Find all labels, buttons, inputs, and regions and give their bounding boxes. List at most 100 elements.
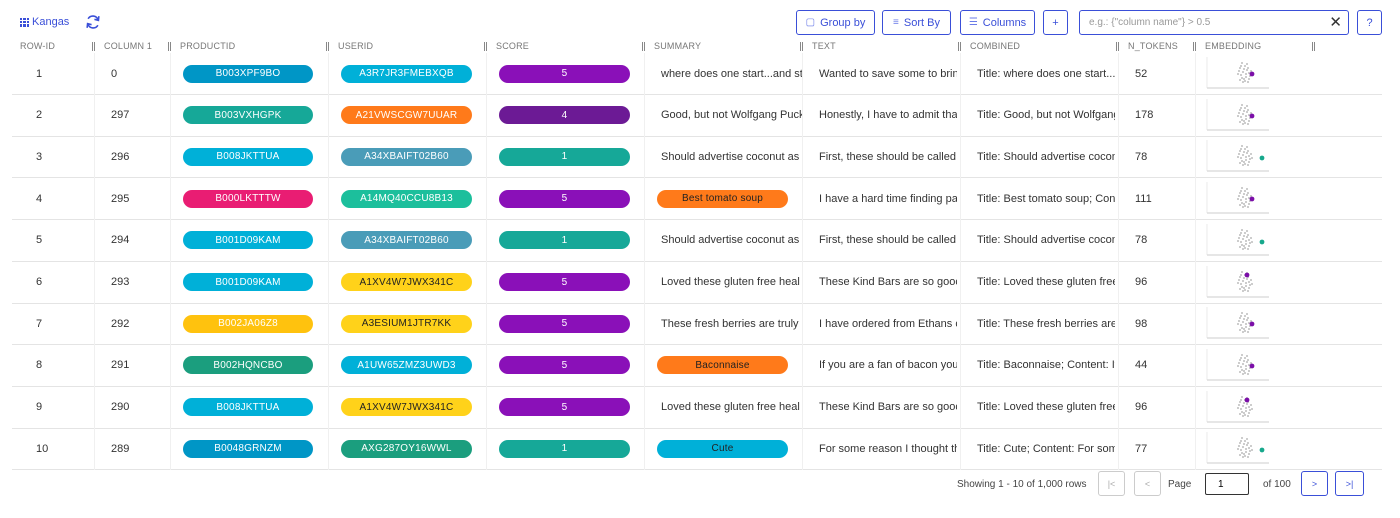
cell-embedding[interactable] (1205, 95, 1271, 136)
table-row[interactable]: 4 295 B000LKTTTW A14MQ40CCU8B13 5 Best tomato… (12, 178, 1382, 221)
cell-n-tokens[interactable]: 96 (1135, 262, 1190, 303)
cell-text[interactable]: Honestly, I have to admit tha (819, 95, 957, 136)
cell-column-1[interactable]: 0 (111, 53, 161, 94)
cell-productid[interactable]: B008JKTTUA (183, 387, 323, 428)
cell-combined[interactable]: Title: Should advertise cocon (977, 220, 1115, 261)
cell-n-tokens[interactable]: 44 (1135, 345, 1190, 386)
sort-by-button[interactable]: ≡ Sort By (882, 10, 951, 35)
header-column-1[interactable]: COLUMN 1 (104, 41, 153, 51)
header-row-id[interactable]: ROW-ID (20, 41, 56, 51)
header-n-tokens[interactable]: N_TOKENS (1128, 41, 1178, 51)
cell-n-tokens[interactable]: 78 (1135, 136, 1190, 177)
cell-row-id[interactable]: 5 (36, 220, 86, 261)
header-text[interactable]: TEXT (812, 41, 836, 51)
cell-userid[interactable]: A21VWSCGW7UUAR (341, 95, 481, 136)
cell-summary[interactable]: These fresh berries are truly (661, 303, 803, 344)
cell-text[interactable]: For some reason I thought th (819, 428, 957, 469)
cell-combined[interactable]: Title: These fresh berries are (977, 303, 1115, 344)
cell-score[interactable]: 5 (499, 53, 639, 94)
cell-combined[interactable]: Title: Best tomato soup; Con (977, 178, 1115, 219)
group-by-button[interactable]: ▢ Group by (796, 10, 875, 35)
header-score[interactable]: SCORE (496, 41, 530, 51)
column-resize-handle[interactable] (800, 42, 803, 51)
cell-row-id[interactable]: 7 (36, 303, 86, 344)
cell-productid[interactable]: B001D09KAM (183, 262, 323, 303)
page-input[interactable] (1205, 473, 1249, 495)
cell-embedding[interactable] (1205, 220, 1271, 261)
cell-embedding[interactable] (1205, 136, 1271, 177)
table-row[interactable]: 8 291 B002HQNCBO A1UW65ZMZ3UWD3 5 Baconnaise I… (12, 345, 1382, 387)
table-row[interactable]: 9 290 B008JKTTUA A1XV4W7JWX341C 5 Loved these… (12, 387, 1382, 429)
table-row[interactable]: 7 292 B002JA06Z8 A3ESIUM1JTR7KK 5 These fresh… (12, 303, 1382, 346)
cell-row-id[interactable]: 1 (36, 53, 86, 94)
cell-summary[interactable]: Should advertise coconut as (661, 136, 803, 177)
cell-score[interactable]: 5 (499, 262, 639, 303)
cell-column-1[interactable]: 292 (111, 303, 161, 344)
table-row[interactable]: 3 296 B008JKTTUA A34XBAIFT02B60 1 Should adve… (12, 136, 1382, 179)
column-resize-handle[interactable] (484, 42, 487, 51)
cell-text[interactable]: First, these should be called (819, 220, 957, 261)
cell-text[interactable]: If you are a fan of bacon you (819, 345, 957, 386)
cell-row-id[interactable]: 10 (36, 428, 86, 469)
header-productid[interactable]: PRODUCTID (180, 41, 236, 51)
header-summary[interactable]: SUMMARY (654, 41, 702, 51)
table-row[interactable]: 10 289 B0048GRNZM AXG287OY16WWL 1 Cute For som… (12, 428, 1382, 471)
cell-score[interactable]: 5 (499, 303, 639, 344)
column-resize-handle[interactable] (168, 42, 171, 51)
cell-score[interactable]: 1 (499, 220, 639, 261)
header-embedding[interactable]: EMBEDDING (1205, 41, 1262, 51)
column-resize-handle[interactable] (1312, 42, 1315, 51)
table-row[interactable]: 5 294 B001D09KAM A34XBAIFT02B60 1 Should adve… (12, 220, 1382, 262)
cell-score[interactable]: 1 (499, 136, 639, 177)
cell-embedding[interactable] (1205, 387, 1271, 428)
cell-userid[interactable]: A3ESIUM1JTR7KK (341, 303, 481, 344)
filter-input[interactable] (1080, 11, 1320, 34)
cell-column-1[interactable]: 295 (111, 178, 161, 219)
cell-score[interactable]: 5 (499, 178, 639, 219)
close-icon[interactable]: ✕ (1329, 14, 1342, 31)
columns-button[interactable]: ☰ Columns (960, 10, 1035, 35)
cell-userid[interactable]: A1XV4W7JWX341C (341, 262, 481, 303)
cell-userid[interactable]: AXG287OY16WWL (341, 428, 481, 469)
cell-combined[interactable]: Title: where does one start...a (977, 53, 1115, 94)
cell-text[interactable]: These Kind Bars are so gooc (819, 262, 957, 303)
add-button[interactable]: + (1043, 10, 1068, 35)
cell-productid[interactable]: B002JA06Z8 (183, 303, 323, 344)
cell-n-tokens[interactable]: 96 (1135, 387, 1190, 428)
cell-row-id[interactable]: 6 (36, 262, 86, 303)
cell-userid[interactable]: A1UW65ZMZ3UWD3 (341, 345, 481, 386)
cell-productid[interactable]: B000LKTTTW (183, 178, 323, 219)
cell-productid[interactable]: B001D09KAM (183, 220, 323, 261)
cell-combined[interactable]: Title: Good, but not Wolfgang (977, 95, 1115, 136)
cell-summary[interactable]: Good, but not Wolfgang Puck (661, 95, 803, 136)
cell-userid[interactable]: A1XV4W7JWX341C (341, 387, 481, 428)
cell-column-1[interactable]: 293 (111, 262, 161, 303)
cell-score[interactable]: 5 (499, 345, 639, 386)
prev-page-button[interactable]: < (1134, 471, 1161, 496)
table-row[interactable]: 1 0 B003XPF9BO A3R7JR3FMEBXQB 5 where does on… (12, 53, 1382, 95)
refresh-icon[interactable] (84, 13, 102, 31)
cell-summary[interactable]: Baconnaise (657, 345, 799, 386)
cell-column-1[interactable]: 294 (111, 220, 161, 261)
cell-column-1[interactable]: 296 (111, 136, 161, 177)
cell-text[interactable]: First, these should be called (819, 136, 957, 177)
table-row[interactable]: 6 293 B001D09KAM A1XV4W7JWX341C 5 Loved these… (12, 262, 1382, 304)
help-button[interactable]: ? (1357, 10, 1382, 35)
cell-embedding[interactable] (1205, 303, 1271, 344)
cell-summary[interactable]: Loved these gluten free heal (661, 387, 803, 428)
column-resize-handle[interactable] (92, 42, 95, 51)
last-page-button[interactable]: >| (1335, 471, 1364, 496)
cell-embedding[interactable] (1205, 345, 1271, 386)
app-logo[interactable]: Kangas (20, 16, 69, 28)
column-resize-handle[interactable] (1116, 42, 1119, 51)
cell-combined[interactable]: Title: Loved these gluten free (977, 387, 1115, 428)
column-resize-handle[interactable] (958, 42, 961, 51)
cell-summary[interactable]: Loved these gluten free heal (661, 262, 803, 303)
cell-summary[interactable]: where does one start...and st (661, 53, 803, 94)
cell-row-id[interactable]: 3 (36, 136, 86, 177)
table-row[interactable]: 2 297 B003VXHGPK A21VWSCGW7UUAR 4 Good, but n… (12, 95, 1382, 137)
cell-combined[interactable]: Title: Loved these gluten free (977, 262, 1115, 303)
cell-column-1[interactable]: 291 (111, 345, 161, 386)
cell-n-tokens[interactable]: 52 (1135, 53, 1190, 94)
cell-userid[interactable]: A3R7JR3FMEBXQB (341, 53, 481, 94)
